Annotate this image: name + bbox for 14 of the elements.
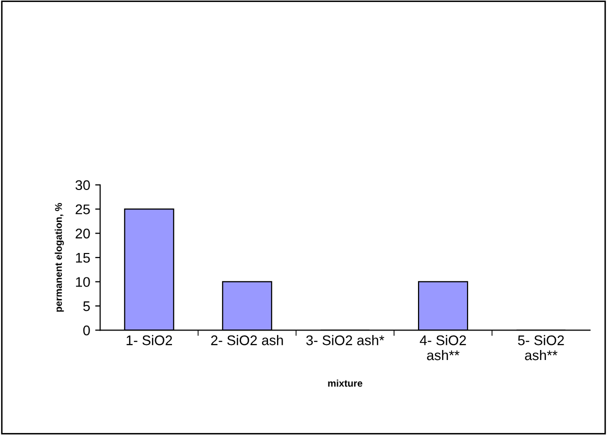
x-tick-label: 4- SiO2 ash** — [420, 335, 466, 360]
y-tick-label: 10 — [76, 277, 90, 287]
x-axis-title: mixture — [328, 380, 362, 387]
x-tick-label: 5- SiO2 ash** — [518, 335, 564, 360]
x-tick-label: 2- SiO2 ash — [211, 335, 283, 346]
y-tick-label: 20 — [76, 228, 90, 238]
x-tick-label: 1- SiO2 — [126, 335, 172, 346]
y-axis-title: permanent elogation, % — [54, 202, 64, 312]
y-tick-label: 5 — [83, 301, 90, 312]
y-tick-label: 25 — [76, 204, 90, 214]
y-tick-label: 0 — [83, 326, 90, 336]
y-tick-label: 15 — [76, 252, 90, 263]
x-tick-label: 3- SiO2 ash* — [306, 335, 384, 346]
y-tick-label: 30 — [76, 180, 90, 190]
